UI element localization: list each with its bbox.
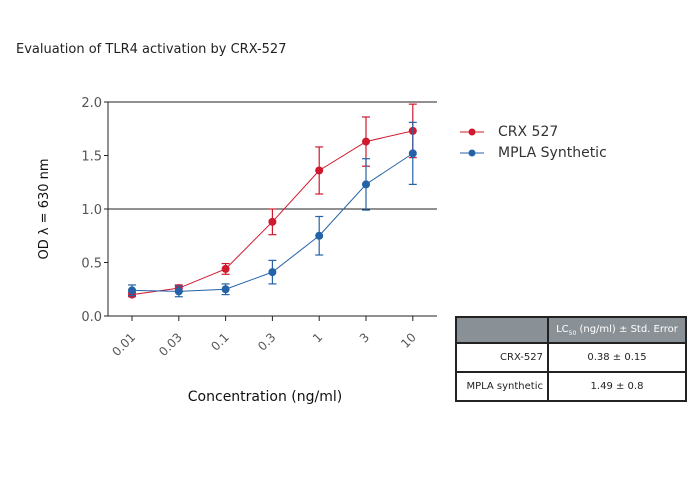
y-tick-label: 0.5 (81, 257, 102, 272)
y-tick-label: 2.0 (81, 96, 102, 111)
y-tick-label: 1.0 (81, 203, 102, 218)
row-value: 0.38 ± 0.15 (547, 342, 687, 373)
legend-marker-icon (460, 128, 484, 135)
data-point (128, 286, 136, 295)
header-cell: LC50 (ng/ml) ± Std. Error (547, 316, 687, 344)
data-point (315, 231, 324, 240)
x-tick-label: 0.3 (255, 330, 278, 353)
x-tick-label: 0.03 (156, 330, 185, 359)
x-tick-label: 10 (398, 330, 419, 351)
x-tick-label: 0.01 (109, 330, 138, 359)
table-row: CRX-527 0.38 ± 0.15 (455, 342, 687, 373)
data-point (268, 268, 277, 277)
legend-item-crx: CRX 527 (460, 121, 607, 142)
x-axis-label: Concentration (ng/ml) (188, 389, 342, 405)
y-axis-label: OD λ = 630 nm (37, 158, 52, 259)
x-tick-label: 0.1 (208, 330, 231, 353)
table-row: MPLA synthetic 1.49 ± 0.8 (455, 371, 687, 402)
header-cell (455, 316, 549, 344)
table-header-row: LC50 (ng/ml) ± Std. Error (455, 316, 687, 344)
data-point (221, 264, 230, 273)
legend-label: CRX 527 (498, 123, 559, 140)
data-point (221, 285, 230, 294)
header-rest: (ng/ml) ± Std. Error (579, 323, 678, 335)
data-point (362, 137, 370, 146)
data-point (268, 217, 277, 226)
row-label: MPLA synthetic (455, 371, 549, 402)
row-value: 1.49 ± 0.8 (547, 371, 687, 402)
data-point (315, 166, 324, 175)
header-lc: LC (556, 323, 569, 335)
legend-label: MPLA Synthetic (498, 144, 607, 161)
lc50-table: LC50 (ng/ml) ± Std. Error CRX-527 0.38 ± … (455, 316, 687, 402)
y-tick-label: 0.0 (81, 310, 102, 325)
legend: CRX 527 MPLA Synthetic (460, 121, 607, 163)
header-sub: 50 (568, 329, 577, 337)
row-label: CRX-527 (455, 342, 549, 373)
data-point (174, 287, 183, 296)
y-tick-label: 1.5 (81, 150, 102, 165)
legend-item-mpla: MPLA Synthetic (460, 142, 607, 163)
chart-title: Evaluation of TLR4 activation by CRX-527 (16, 42, 287, 57)
x-tick-label: 1 (310, 330, 325, 345)
legend-marker-icon (460, 149, 484, 156)
data-point (362, 180, 370, 189)
data-point (408, 149, 417, 158)
x-tick-label: 3 (357, 330, 372, 345)
